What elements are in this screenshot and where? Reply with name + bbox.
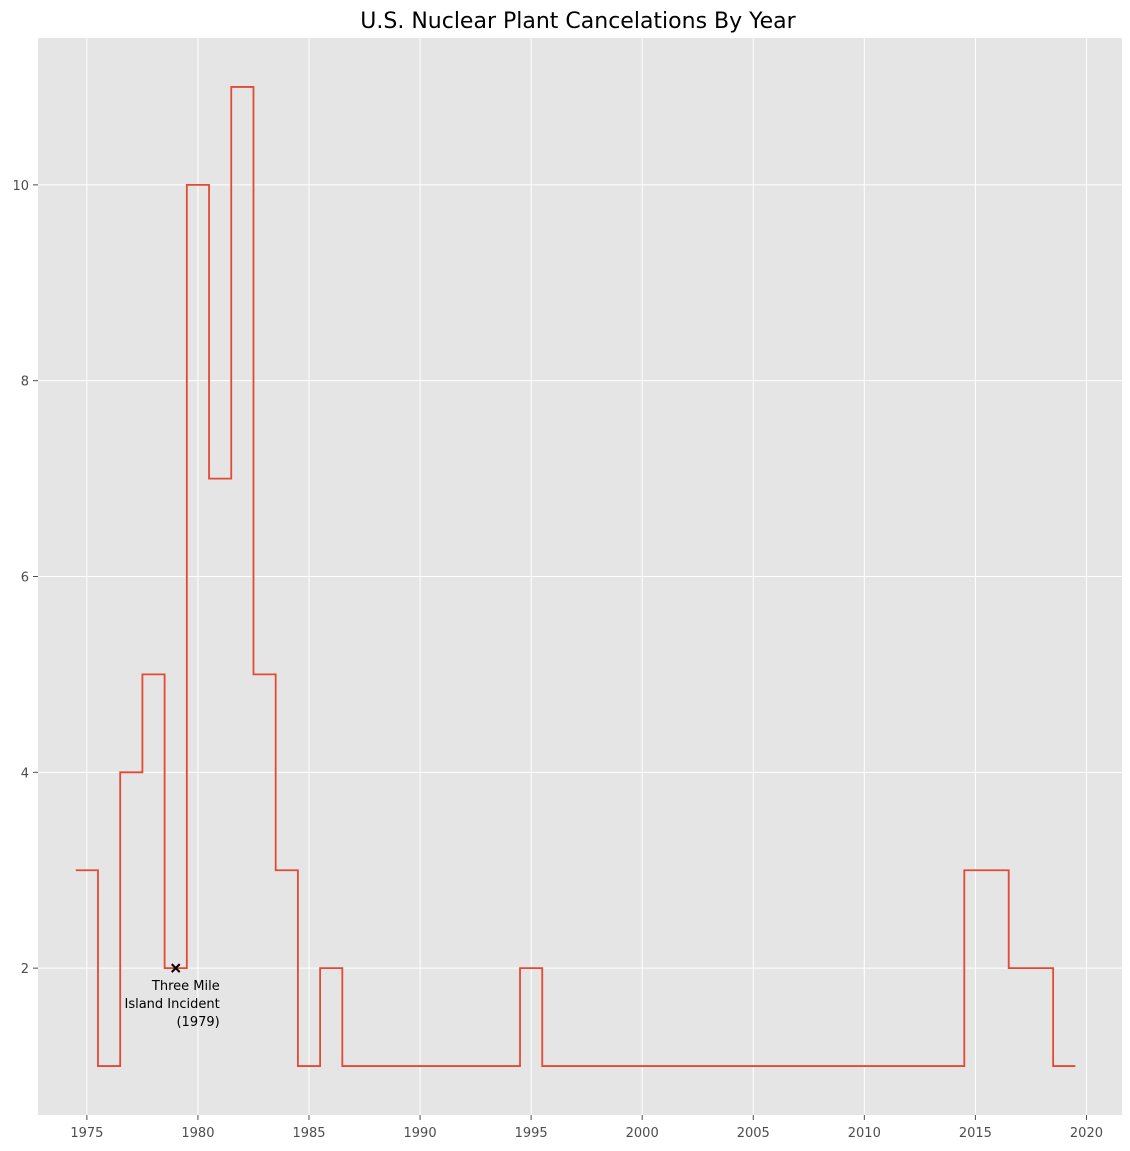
x-tick-label: 1995: [515, 1126, 548, 1141]
x-tick-label: 2015: [959, 1126, 992, 1141]
y-tick-label: 10: [12, 179, 29, 194]
axis-ticks: 1975 1980 1985 1990 1995 2000 2005 2010 2015 2020…: [12, 179, 1103, 1141]
y-tick-label: 2: [21, 962, 29, 977]
annotation-label-line: Three Mile: [151, 979, 220, 994]
y-tick-label: 8: [21, 375, 29, 390]
x-tick-label: 1975: [70, 1126, 103, 1141]
annotation-x-marker: [171, 963, 181, 973]
grid: [38, 38, 1122, 1115]
series: [75, 86, 1076, 1067]
x-tick-label: 1980: [181, 1126, 214, 1141]
chart-title: U.S. Nuclear Plant Cancelations By Year: [360, 9, 796, 34]
y-tick-label: 6: [21, 571, 29, 586]
y-tick-label: 4: [21, 766, 29, 781]
annotation-label-line: (1979): [176, 1015, 219, 1030]
x-tick-label: 2005: [737, 1126, 770, 1141]
annotations: Three Mile Island Incident (1979): [124, 963, 220, 1030]
annotation-label-line: Island Incident: [124, 997, 219, 1012]
x-tick-label: 2020: [1070, 1126, 1103, 1141]
series-line-cancelations: [75, 86, 1076, 1067]
x-tick-label: 2000: [626, 1126, 659, 1141]
x-tick-label: 1990: [404, 1126, 437, 1141]
x-tick-label: 1985: [292, 1126, 325, 1141]
x-tick-label: 2010: [848, 1126, 881, 1141]
